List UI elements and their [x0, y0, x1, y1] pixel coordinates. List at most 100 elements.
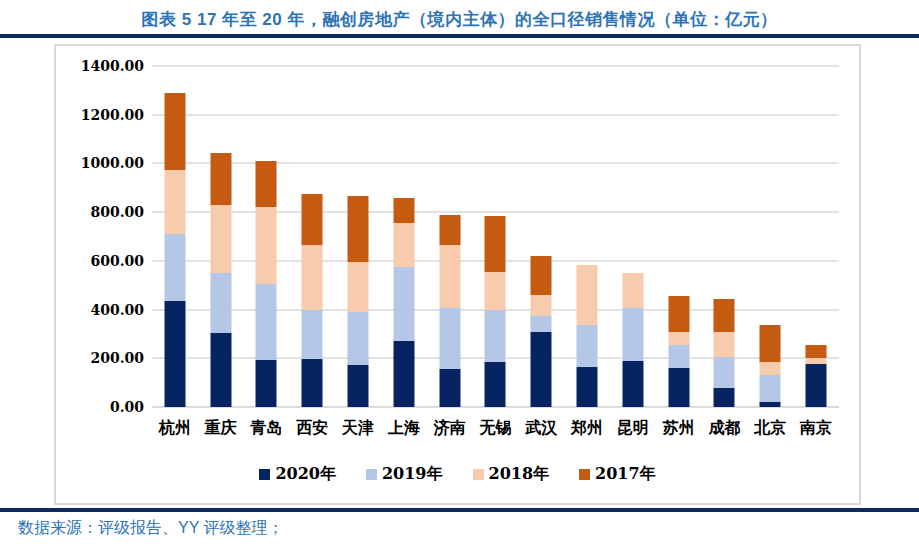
bar-column: [381, 66, 427, 407]
y-tick-label: 0.00: [110, 399, 144, 415]
bar-segment-2017年: [256, 161, 277, 207]
bar-column: [793, 66, 839, 407]
report-page: 图表 5 17 年至 20 年，融创房地产（境内主体）的全口径销售情况（单位：亿…: [0, 0, 919, 547]
x-axis-label: 济南: [427, 418, 473, 439]
x-axis-label: 苏州: [656, 418, 702, 439]
stacked-bar: [806, 66, 827, 407]
bar-segment-2017年: [393, 198, 414, 224]
bar-column: [702, 66, 748, 407]
bar-segment-2018年: [164, 170, 185, 235]
legend-swatch-icon: [366, 469, 377, 480]
y-tick-label: 600.00: [90, 253, 144, 269]
stacked-bar: [668, 66, 689, 407]
x-axis-labels: 杭州重庆青岛西安天津上海济南无锡武汉郑州昆明苏州成都北京南京: [152, 418, 839, 439]
legend-item: 2018年: [473, 464, 550, 485]
bar-column: [427, 66, 473, 407]
bar-segment-2020年: [210, 333, 231, 407]
bar-segment-2020年: [577, 367, 598, 407]
stacked-bar: [256, 66, 277, 407]
x-axis-label: 昆明: [610, 418, 656, 439]
bar-segment-2018年: [760, 362, 781, 375]
footer-divider-line: [0, 508, 919, 512]
bar-segment-2019年: [622, 308, 643, 360]
bar-column: [198, 66, 244, 407]
bar-column: [335, 66, 381, 407]
legend-label: 2019年: [382, 464, 443, 485]
x-axis-label: 北京: [747, 418, 793, 439]
bar-segment-2019年: [210, 273, 231, 333]
bar-segment-2018年: [348, 262, 369, 312]
legend: 2020年 2019年 2018年 2017年: [56, 464, 859, 485]
bar-segment-2017年: [668, 296, 689, 331]
bar-segment-2018年: [302, 245, 323, 310]
bar-column: [518, 66, 564, 407]
bar-segment-2017年: [439, 215, 460, 245]
bar-segment-2018年: [577, 265, 598, 326]
legend-swatch-icon: [579, 469, 590, 480]
legend-item: 2017年: [579, 464, 656, 485]
y-tick-label: 200.00: [90, 350, 144, 366]
chart-panel: 0.00200.00400.00600.00800.001000.001200.…: [54, 44, 861, 505]
bar-segment-2017年: [210, 153, 231, 205]
bar-segment-2019年: [577, 325, 598, 366]
bar-segment-2020年: [485, 362, 506, 407]
bar-segment-2019年: [256, 284, 277, 360]
stacked-bar: [760, 66, 781, 407]
bar-segment-2017年: [531, 256, 552, 295]
stacked-bar: [439, 66, 460, 407]
bar-segment-2017年: [806, 345, 827, 358]
bar-segment-2020年: [256, 360, 277, 407]
stacked-bar: [714, 66, 735, 407]
bar-segment-2020年: [348, 365, 369, 407]
x-axis-label: 成都: [702, 418, 748, 439]
y-tick-label: 1400.00: [81, 58, 144, 74]
bar-segment-2020年: [393, 341, 414, 407]
bar-segment-2018年: [393, 223, 414, 267]
bar-segment-2018年: [622, 273, 643, 308]
bar-segment-2018年: [210, 205, 231, 273]
x-axis-label: 南京: [793, 418, 839, 439]
stacked-bar: [302, 66, 323, 407]
y-tick-label: 400.00: [90, 302, 144, 318]
title-divider-line: [0, 34, 919, 38]
bar-segment-2020年: [622, 361, 643, 407]
x-axis-label: 重庆: [198, 418, 244, 439]
x-axis-label: 西安: [289, 418, 335, 439]
bar-segment-2017年: [302, 194, 323, 245]
x-axis-label: 无锡: [473, 418, 519, 439]
legend-label: 2018年: [489, 464, 550, 485]
bar-column: [152, 66, 198, 407]
bar-columns: [152, 66, 839, 407]
bar-segment-2020年: [668, 368, 689, 407]
bar-segment-2018年: [668, 332, 689, 345]
stacked-bar: [622, 66, 643, 407]
legend-item: 2020年: [259, 464, 336, 485]
bar-column: [656, 66, 702, 407]
bar-segment-2018年: [531, 295, 552, 316]
bar-segment-2019年: [393, 267, 414, 341]
bar-segment-2018年: [256, 207, 277, 284]
x-axis-label: 天津: [335, 418, 381, 439]
legend-label: 2020年: [275, 464, 336, 485]
legend-swatch-icon: [259, 469, 270, 480]
legend-swatch-icon: [473, 469, 484, 480]
bar-column: [747, 66, 793, 407]
bar-segment-2020年: [164, 301, 185, 407]
bar-segment-2020年: [714, 388, 735, 407]
bar-column: [564, 66, 610, 407]
source-note: 数据来源：评级报告、YY 评级整理；: [18, 518, 284, 539]
stacked-bar: [164, 66, 185, 407]
y-tick-label: 1000.00: [81, 155, 144, 171]
bar-segment-2019年: [760, 375, 781, 402]
y-tick-label: 1200.00: [81, 107, 144, 123]
bar-segment-2020年: [439, 369, 460, 407]
bar-segment-2020年: [531, 332, 552, 408]
bar-segment-2019年: [164, 234, 185, 301]
stacked-bar: [348, 66, 369, 407]
x-axis-label: 郑州: [564, 418, 610, 439]
bar-column: [610, 66, 656, 407]
bar-segment-2019年: [531, 316, 552, 332]
bar-segment-2019年: [302, 310, 323, 359]
x-axis-label: 上海: [381, 418, 427, 439]
legend-item: 2019年: [366, 464, 443, 485]
